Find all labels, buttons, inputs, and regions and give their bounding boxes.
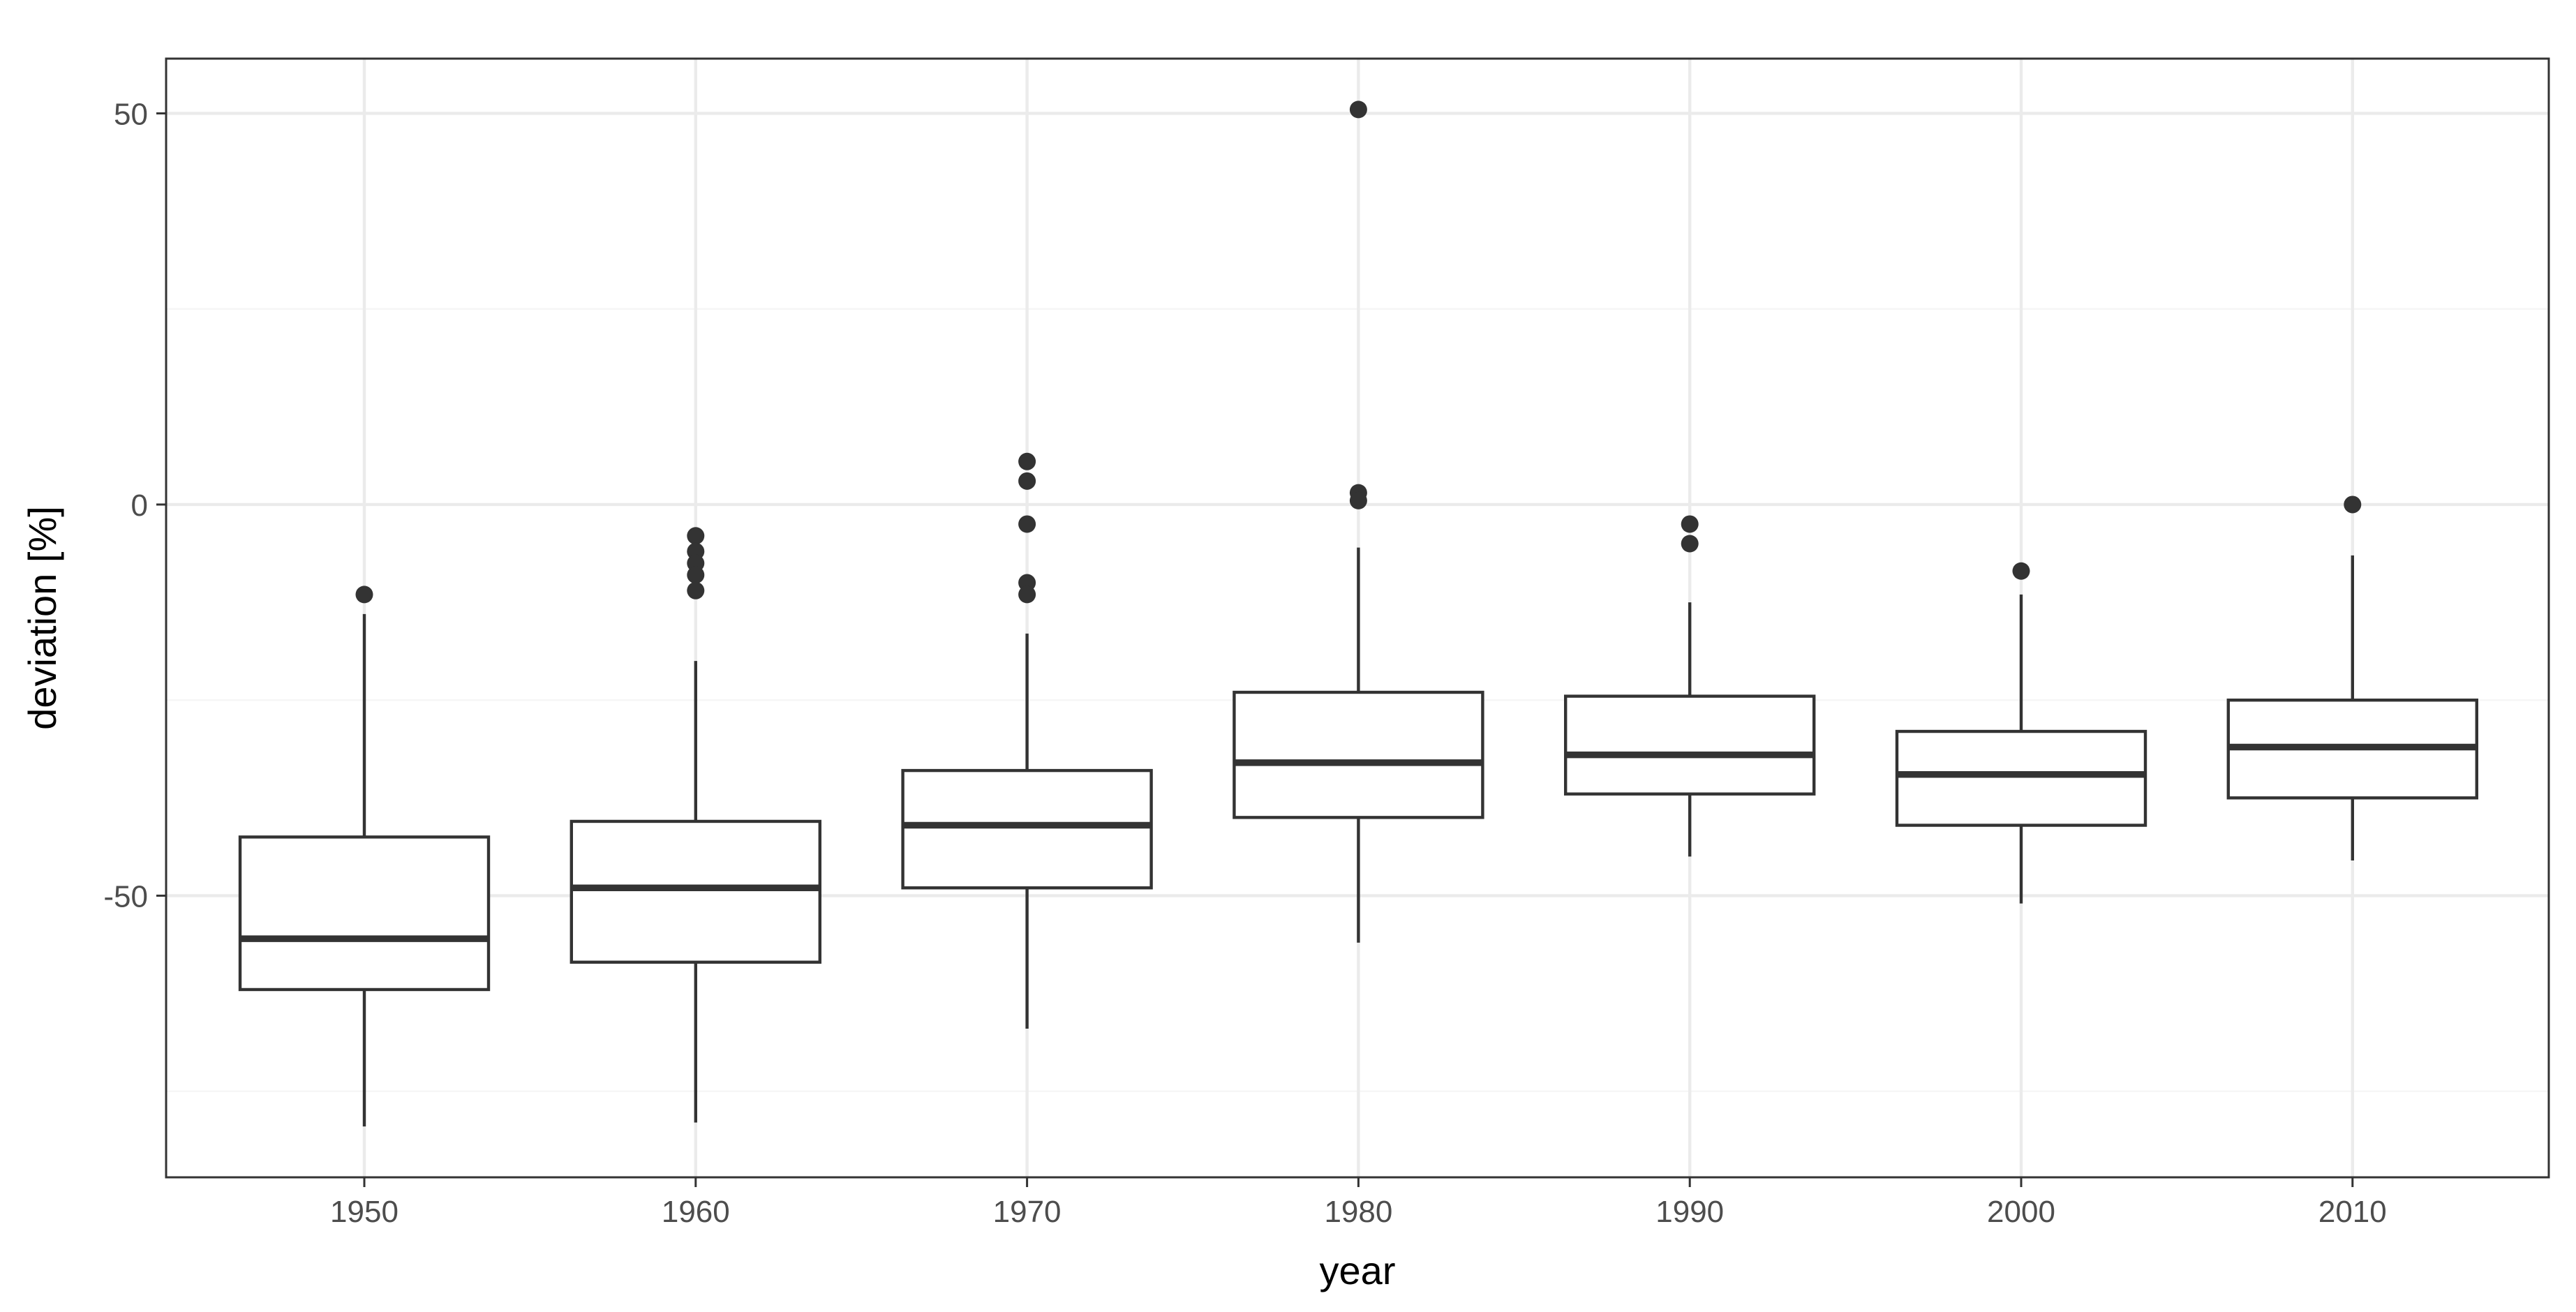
outliers-layer [355,100,2362,604]
outlier-point [2012,562,2030,580]
box-2010 [2226,555,2479,861]
x-tick-label: 1980 [1324,1195,1392,1229]
x-tick-label: 1960 [662,1195,730,1229]
box-1960 [569,661,821,1123]
box-iqr [569,819,821,964]
box-iqr [1895,729,2147,827]
outlier-point [1349,100,1367,119]
box-iqr [901,768,1153,890]
outlier-point [1349,491,1367,509]
y-tick-label: -50 [103,879,148,914]
outlier-point [687,581,705,599]
box-iqr [238,835,491,992]
y-tick-label: 0 [131,489,148,523]
box-1950 [238,613,491,1127]
outlier-point [687,527,705,545]
x-tick-label: 1990 [1655,1195,1724,1229]
axes-layer: -50 0 50 1950 1960 1970 1980 1990 2000 2010 [103,97,2386,1229]
x-tick-label: 2010 [2318,1195,2387,1229]
y-axis-title: deviation [%] [20,506,64,730]
x-tick-label: 2000 [1987,1195,2055,1229]
outlier-point [1018,452,1036,470]
box-1990 [1563,602,1816,857]
box-1980 [1233,547,1484,943]
boxes-layer [238,547,2479,1127]
box-2000 [1895,594,2147,904]
x-tick-label: 1970 [993,1195,1062,1229]
outlier-point [355,586,373,604]
outlier-point [1681,535,1699,553]
box-1970 [901,633,1153,1029]
box-iqr [1233,690,1484,819]
outlier-point [687,566,705,584]
outlier-point [1018,472,1036,490]
x-axis-title: year [1320,1248,1396,1292]
y-tick-label: 50 [114,97,148,131]
x-tick-label: 1950 [330,1195,399,1229]
outlier-point [1681,515,1699,533]
box-iqr [1563,694,1816,796]
outlier-point [1018,586,1036,604]
outlier-point [2344,495,2362,514]
outlier-point [1018,515,1036,533]
